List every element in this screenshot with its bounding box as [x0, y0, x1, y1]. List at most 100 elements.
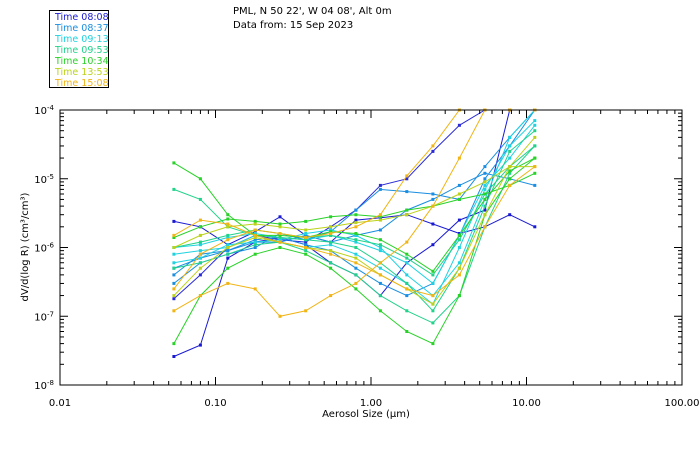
x-tick-label: 1.00 [360, 398, 382, 409]
data-point [198, 225, 202, 229]
data-point [198, 197, 202, 201]
series-line [173, 124, 536, 285]
data-point [431, 273, 435, 277]
data-point [304, 233, 308, 237]
data-point [483, 213, 487, 217]
data-point [457, 218, 461, 222]
data-point [226, 249, 230, 253]
data-point [533, 183, 537, 187]
data-point [457, 266, 461, 270]
data-point [533, 171, 537, 175]
data-point [431, 222, 435, 226]
legend-item: Time 09:13 [55, 34, 109, 45]
data-point [431, 342, 435, 346]
data-point [457, 238, 461, 242]
data-point [378, 273, 382, 277]
data-point [226, 252, 230, 256]
data-point [172, 273, 176, 277]
data-point [172, 187, 176, 191]
data-point [172, 281, 176, 285]
data-point [278, 236, 282, 239]
data-point [354, 221, 358, 225]
data-point [457, 123, 461, 127]
data-point [378, 243, 382, 247]
data-point [533, 129, 537, 133]
data-point [226, 281, 230, 285]
series-line [173, 120, 536, 305]
data-point [226, 246, 230, 249]
data-point [226, 266, 230, 270]
data-point [508, 165, 512, 169]
data-point [354, 208, 358, 212]
data-point [405, 240, 409, 244]
series-18 [172, 165, 537, 298]
data-point [278, 238, 282, 242]
data-point [226, 238, 230, 242]
x-tick-label: 0.01 [49, 398, 71, 409]
data-point [329, 215, 333, 219]
data-point [508, 149, 512, 153]
data-point [405, 294, 409, 298]
data-point [354, 246, 358, 249]
data-point [172, 161, 176, 165]
data-point [304, 243, 308, 247]
data-point [457, 197, 461, 201]
data-point [226, 256, 230, 260]
data-point [354, 240, 358, 244]
data-point [172, 246, 176, 249]
data-point [226, 233, 230, 237]
data-point [405, 174, 409, 178]
legend-item: Time 08:08 [55, 12, 109, 23]
y-tick-label: 10-5 [34, 173, 54, 186]
data-point [198, 294, 202, 298]
data-point [253, 236, 257, 239]
data-point [508, 171, 512, 175]
data-point [508, 156, 512, 160]
data-point [278, 314, 282, 318]
y-axis-label: dV/d(log R) (cm³/cm³) [20, 192, 31, 301]
data-point [329, 240, 333, 244]
data-point [378, 215, 382, 219]
data-point [405, 330, 409, 333]
data-point [329, 243, 333, 247]
data-point [431, 243, 435, 247]
data-point [172, 252, 176, 256]
data-point [483, 177, 487, 181]
legend-item: Time 10:34 [55, 56, 109, 67]
data-point [304, 252, 308, 256]
data-point [198, 249, 202, 253]
series-line [173, 166, 536, 297]
data-point [405, 256, 409, 260]
data-point [508, 177, 512, 181]
data-point [253, 287, 257, 291]
data-point [431, 309, 435, 313]
data-point [405, 261, 409, 265]
data-point [253, 252, 257, 256]
data-point [198, 243, 202, 247]
x-axis-label: Aerosol Size (μm) [322, 409, 410, 420]
data-point [354, 238, 358, 242]
data-point [278, 246, 282, 249]
data-point [457, 261, 461, 265]
data-point [405, 273, 409, 277]
data-point [533, 165, 537, 169]
y-tick-label: 10-7 [34, 310, 54, 323]
data-point [354, 252, 358, 256]
series-14 [172, 171, 537, 239]
data-point [226, 213, 230, 217]
data-point [253, 232, 257, 235]
data-point [483, 204, 487, 208]
x-tick-label: 10.00 [512, 398, 541, 409]
data-point [172, 297, 176, 301]
data-point [533, 156, 537, 160]
axes-group: 0.01 0.10 1.00 10.00 100.00 10-8 10-7 10-6 10-5 1… [34, 104, 699, 409]
data-point [457, 192, 461, 196]
data-point [431, 294, 435, 298]
data-point [253, 228, 257, 232]
series-line [173, 137, 536, 305]
data-point [354, 266, 358, 270]
y-tick-label: 10-6 [34, 242, 54, 255]
data-point [253, 246, 257, 249]
data-point [483, 208, 487, 212]
